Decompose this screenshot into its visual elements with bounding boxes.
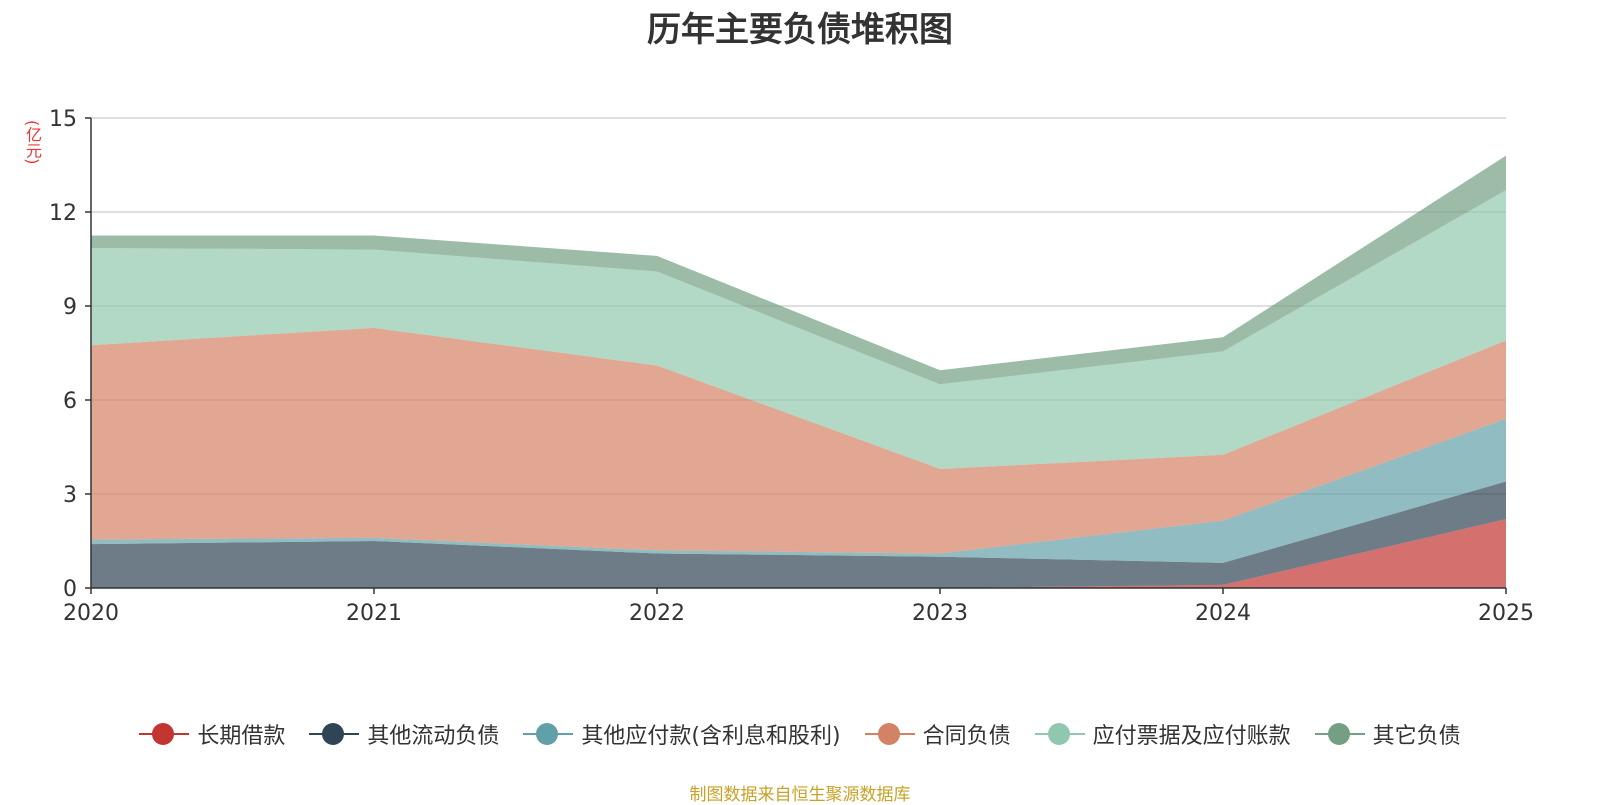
area-series-1 xyxy=(91,481,1506,588)
y-tick-label: 15 xyxy=(49,107,77,132)
legend-marker-icon xyxy=(1314,722,1365,746)
legend-marker-icon xyxy=(1034,722,1085,746)
legend-marker-icon xyxy=(139,722,190,746)
area-series-3 xyxy=(91,327,1506,554)
legend-label: 长期借款 xyxy=(197,724,286,749)
legend: 长期借款 其他流动负债 其他应付款(含利息和股利) 合同负债 应付票据及应付账款 其它负债 xyxy=(0,718,1600,750)
legend-label: 应付票据及应付账款 xyxy=(1092,724,1291,749)
legend-label: 合同负债 xyxy=(922,724,1011,749)
y-tick-label: 6 xyxy=(63,389,77,414)
x-tick-label: 2021 xyxy=(346,601,402,626)
legend-item-1[interactable]: 其他流动负债 xyxy=(309,718,499,750)
y-axis-unit-label: (亿元) xyxy=(23,120,42,165)
legend-item-3[interactable]: 合同负债 xyxy=(864,718,1011,750)
x-tick-label: 2024 xyxy=(1195,601,1251,626)
area-series-4 xyxy=(91,190,1506,469)
legend-label: 其它负债 xyxy=(1372,724,1461,749)
legend-item-5[interactable]: 其它负债 xyxy=(1314,718,1461,750)
x-tick-label: 2023 xyxy=(912,601,968,626)
legend-label: 其他流动负债 xyxy=(367,724,500,749)
legend-marker-icon xyxy=(309,722,360,746)
y-tick-label: 0 xyxy=(63,577,77,602)
area-series xyxy=(91,155,1506,588)
y-tick-label: 9 xyxy=(63,295,77,320)
legend-item-4[interactable]: 应付票据及应付账款 xyxy=(1034,718,1291,750)
y-tick-label: 12 xyxy=(49,201,77,226)
legend-label: 其他应付款(含利息和股利) xyxy=(581,724,841,749)
legend-item-0[interactable]: 长期借款 xyxy=(139,718,285,750)
axes: 0 3 6 9 12 15 2020 2021 2022 2023 2024 2025 xyxy=(49,107,1534,626)
source-note: 制图数据来自恒生聚源数据库 xyxy=(689,785,911,805)
x-tick-label: 2020 xyxy=(63,601,119,626)
y-tick-label: 3 xyxy=(63,483,77,508)
legend-item-2[interactable]: 其他应付款(含利息和股利) xyxy=(523,718,841,750)
x-tick-label: 2025 xyxy=(1478,601,1534,626)
legend-marker-icon xyxy=(523,722,574,746)
legend-marker-icon xyxy=(864,722,915,746)
area-series-0 xyxy=(91,519,1506,588)
chart-title: 历年主要负债堆积图 xyxy=(647,10,953,50)
x-tick-label: 2022 xyxy=(629,601,685,626)
